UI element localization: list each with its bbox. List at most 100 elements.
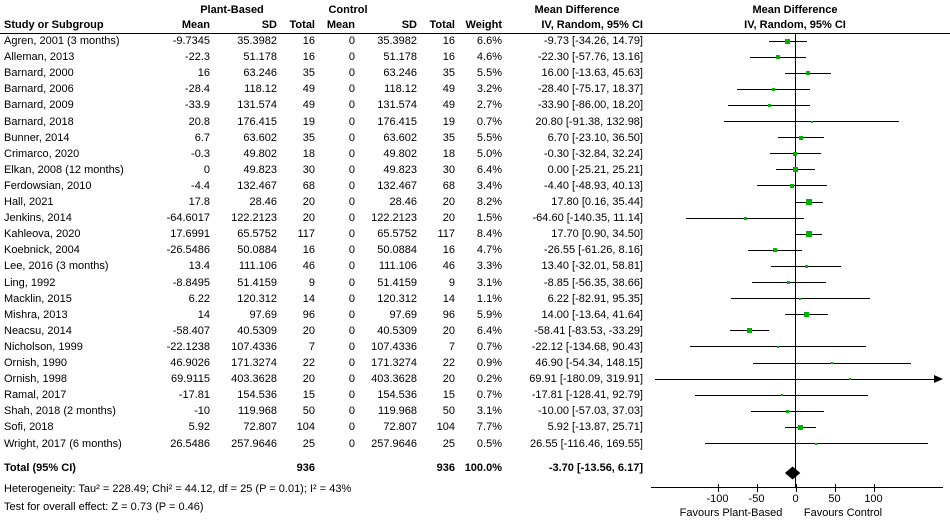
pb-sd: 131.574: [237, 99, 277, 111]
pb-sd: 49.802: [243, 148, 277, 160]
c-total: 20: [442, 373, 455, 385]
c-mean: 0: [348, 228, 355, 240]
pb-sd: 50.0884: [237, 244, 277, 256]
pb-total: 9: [308, 277, 315, 289]
pb-total: 49: [302, 99, 315, 111]
effect-marker: [793, 151, 798, 156]
pb-sd: 63.602: [243, 132, 277, 144]
pb-sd: 51.178: [243, 51, 277, 63]
md-ci-text: -17.81 [-128.41, 92.79]: [531, 389, 643, 401]
study-name: Barnard, 2006: [4, 83, 74, 95]
pb-total: 35: [302, 132, 315, 144]
overall-effect-test: Test for overall effect: Z = 0.73 (P = 0…: [4, 501, 204, 513]
pb-sd: 111.106: [238, 260, 277, 272]
pb-sd: 118.12: [244, 83, 277, 95]
c-sd: 119.968: [378, 405, 417, 417]
pb-total: 20: [302, 373, 315, 385]
axis-tick: [873, 484, 875, 492]
pb-mean: -28.4: [184, 83, 210, 95]
md-ci-text: 17.80 [0.16, 35.44]: [551, 196, 643, 208]
effect-marker: [785, 38, 791, 44]
study-name: Neacsu, 2014: [4, 325, 72, 337]
weight: 6.4%: [476, 325, 502, 337]
pb-total: 104: [296, 421, 315, 433]
c-sd: 111.106: [378, 260, 417, 272]
study-name: Hall, 2021: [4, 196, 54, 208]
pb-mean: -0.3: [191, 148, 210, 160]
pb-mean: -58.407: [172, 325, 210, 337]
c-total: 117: [437, 228, 455, 240]
column-header-pb-total: Total: [289, 19, 315, 31]
pb-sd: 35.3982: [237, 35, 277, 47]
c-mean: 0: [348, 341, 355, 353]
pb-sd: 122.2123: [231, 212, 277, 224]
c-sd: 35.3982: [377, 35, 417, 47]
pb-sd: 176.415: [237, 116, 277, 128]
c-total: 20: [442, 196, 455, 208]
c-sd: 118.12: [384, 83, 417, 95]
c-total: 20: [442, 212, 455, 224]
pb-sd: 120.312: [237, 293, 277, 305]
md-ci-text: 26.55 [-116.46, 169.55]: [530, 438, 643, 450]
c-sd: 97.69: [389, 309, 417, 321]
md-ci-text: 14.00 [-13.64, 41.64]: [541, 309, 643, 321]
pb-sd: 107.4336: [231, 341, 277, 353]
pb-mean: 13.4: [188, 260, 210, 272]
study-name: Sofi, 2018: [4, 421, 54, 433]
pb-total: 16: [302, 244, 315, 256]
c-sd: 50.0884: [377, 244, 417, 256]
pb-mean: 6.7: [194, 132, 210, 144]
weight: 1.1%: [476, 293, 502, 305]
weight: 2.7%: [476, 99, 502, 111]
md-ci-text: 20.80 [-91.38, 132.98]: [535, 116, 643, 128]
c-mean: 0: [348, 196, 355, 208]
c-mean: 0: [348, 293, 355, 305]
c-sd: 132.467: [377, 180, 417, 192]
pb-total: 46: [302, 260, 315, 272]
study-name: Ornish, 1998: [4, 373, 67, 385]
favours-left-label: Favours Plant-Based: [679, 507, 783, 519]
md-plot-column-subtitle: IV, Random, 95% CI: [744, 19, 846, 31]
pb-total: 35: [302, 67, 315, 79]
axis-tick-label: 50: [828, 493, 841, 505]
c-mean: 0: [348, 212, 355, 224]
pb-mean: -17.81: [178, 389, 210, 401]
pb-sd: 51.4159: [237, 277, 277, 289]
md-text-column-subtitle: IV, Random, 95% CI: [541, 19, 643, 31]
pb-mean: 20.8: [188, 116, 210, 128]
pb-mean: -9.7345: [172, 35, 210, 47]
c-sd: 171.3274: [371, 357, 417, 369]
md-ci-text: -64.60 [-140.35, 11.14]: [532, 212, 644, 224]
md-ci-text: 69.91 [-180.09, 319.91]: [529, 373, 643, 385]
weight: 5.9%: [476, 309, 502, 321]
weight: 0.7%: [476, 389, 502, 401]
column-header-pb-mean: Mean: [181, 19, 210, 31]
effect-marker: [780, 394, 783, 397]
axis-tick-label: -100: [706, 493, 729, 505]
weight: 0.2%: [476, 373, 502, 385]
pb-sd: 63.246: [243, 67, 277, 79]
pb-mean: -8.8495: [172, 277, 210, 289]
axis-tick: [717, 484, 719, 492]
c-mean: 0: [348, 325, 355, 337]
effect-marker: [797, 424, 803, 430]
study-name: Bunner, 2014: [4, 132, 70, 144]
effect-marker: [815, 442, 818, 445]
weight: 0.7%: [476, 341, 502, 353]
pb-total: 117: [297, 228, 315, 240]
c-sd: 122.2123: [371, 212, 417, 224]
study-name: Elkan, 2008 (12 months): [4, 164, 124, 176]
c-mean: 0: [348, 389, 355, 401]
md-ci-text: 16.00 [-13.63, 45.63]: [541, 67, 643, 79]
study-name: Shah, 2018 (2 months): [4, 405, 116, 417]
column-header-weight: Weight: [465, 19, 502, 31]
c-sd: 63.246: [383, 67, 417, 79]
pb-mean: -4.4: [191, 180, 210, 192]
c-total: 96: [442, 309, 455, 321]
pb-sd: 132.467: [237, 180, 277, 192]
md-ci-text: 46.90 [-54.34, 148.15]: [535, 357, 643, 369]
study-name: Ramal, 2017: [4, 389, 67, 401]
pb-total: 16: [302, 35, 315, 47]
pb-total: 49: [302, 83, 315, 95]
c-total: 7: [448, 341, 455, 353]
